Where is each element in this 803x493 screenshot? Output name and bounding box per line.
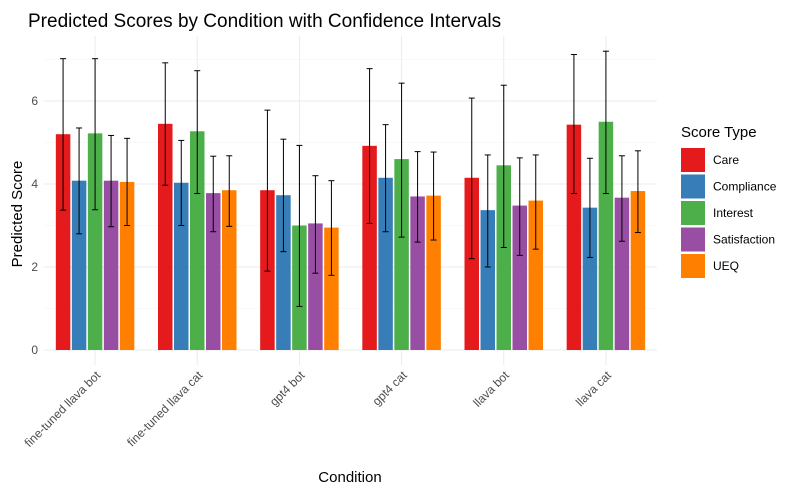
error-bar [414, 151, 421, 243]
legend-swatch-ueq [681, 254, 705, 278]
error-bar [264, 109, 271, 272]
bar-satisfaction [512, 205, 527, 350]
x-tick-label: fine-tuned llava cat [124, 368, 206, 450]
y-axis-title: Predicted Score [9, 161, 26, 268]
bar-compliance [378, 177, 393, 350]
legend-swatch-compliance [681, 174, 705, 199]
y-tick-label: 0 [31, 343, 38, 357]
bar-satisfaction [308, 223, 323, 350]
bar-interest [598, 121, 614, 350]
bar-compliance [71, 180, 87, 350]
x-tick-label: llava bot [470, 368, 512, 410]
bar-compliance [174, 182, 189, 350]
x-tick-label: fine-tuned llava bot [22, 368, 104, 450]
legend: Score Type Care Compliance Interest Satisfa… [681, 124, 777, 278]
x-tick-label: gpt4 bot [267, 368, 308, 409]
error-bar [124, 137, 131, 226]
y-tick-label: 4 [31, 177, 38, 191]
error-bar [366, 68, 373, 224]
error-bar [500, 84, 507, 248]
error-bar [328, 180, 335, 276]
y-axis-ticks: 0 2 4 6 [31, 94, 38, 357]
error-bar [210, 155, 217, 233]
bar-compliance [582, 207, 598, 350]
error-bar [76, 127, 83, 235]
bar-satisfaction [206, 193, 221, 350]
bar-interest [87, 133, 103, 350]
error-bar [398, 82, 405, 238]
bar-care [464, 177, 479, 350]
y-tick-label: 2 [31, 260, 38, 274]
bar-care [158, 123, 173, 350]
legend-label: Satisfaction [713, 233, 775, 247]
bar-interest [394, 159, 409, 350]
error-bar [312, 175, 319, 274]
bar-ueq [119, 181, 135, 350]
bar-ueq [324, 227, 339, 350]
error-bar [430, 151, 437, 241]
bar-ueq [528, 200, 543, 350]
x-tick-label: llava cat [573, 368, 614, 409]
chart-title: Predicted Scores by Condition with Confi… [28, 11, 501, 32]
error-bar [516, 157, 523, 256]
error-bar [194, 70, 201, 195]
x-tick-label: gpt4 cat [370, 368, 411, 409]
grid [44, 36, 657, 365]
legend-label: Compliance [713, 180, 777, 194]
bar-satisfaction [614, 197, 630, 350]
error-bar [602, 50, 609, 195]
error-bar [532, 154, 539, 250]
legend-label: Interest [713, 206, 754, 220]
bar-ueq [630, 191, 646, 350]
bars [55, 121, 646, 350]
error-bar [484, 154, 491, 268]
error-bar [280, 138, 287, 253]
error-bar [108, 134, 115, 228]
bar-care [566, 124, 582, 350]
y-tick-label: 6 [31, 94, 38, 108]
bar-interest [190, 131, 205, 350]
error-bars [60, 50, 641, 307]
bar-compliance [480, 210, 495, 350]
bar-interest [496, 165, 511, 350]
error-bar [178, 139, 185, 226]
error-bar [60, 58, 67, 211]
bar-care [362, 145, 377, 350]
bar-care [55, 134, 71, 350]
error-bar [226, 155, 233, 227]
x-axis-title: Condition [318, 469, 381, 486]
bar-satisfaction [103, 180, 119, 350]
error-bar [162, 62, 169, 186]
legend-swatch-satisfaction [681, 227, 705, 252]
bar-satisfaction [410, 196, 425, 350]
error-bar [570, 54, 577, 195]
error-bar [586, 157, 593, 258]
bar-ueq [222, 190, 237, 350]
error-bar [382, 124, 389, 233]
bar-ueq [426, 195, 441, 350]
error-bar [468, 97, 475, 260]
error-bar [634, 150, 641, 234]
x-axis-ticks: fine-tuned llava bot fine-tuned llava cat… [22, 368, 615, 450]
error-bar [92, 58, 99, 211]
bar-compliance [276, 195, 291, 350]
error-bar [618, 155, 625, 242]
legend-swatch-interest [681, 201, 705, 225]
legend-swatch-care [681, 148, 705, 172]
legend-label: UEQ [713, 259, 739, 273]
legend-title: Score Type [681, 124, 757, 141]
legend-label: Care [713, 153, 739, 167]
error-bar [296, 144, 303, 307]
